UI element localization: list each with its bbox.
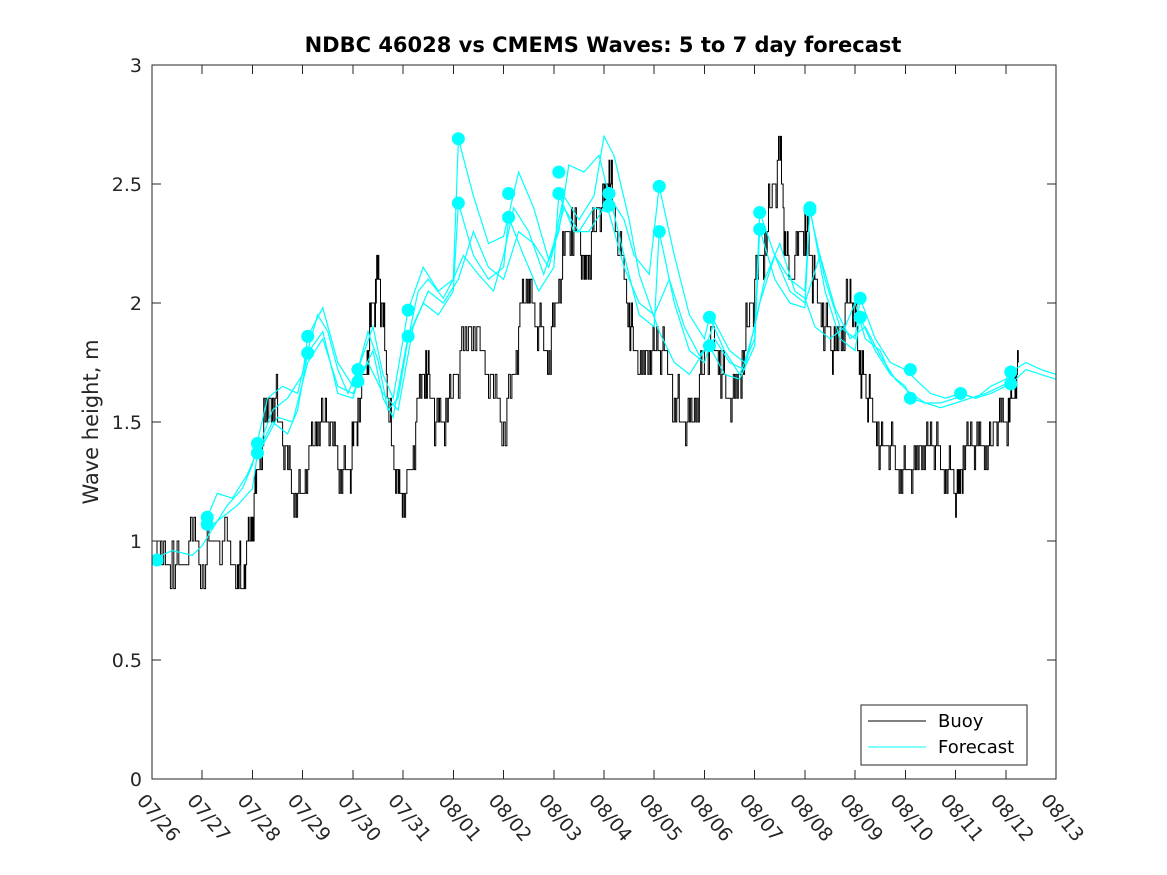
chart-title: NDBC 46028 vs CMEMS Waves: 5 to 7 day fo… (305, 33, 902, 57)
y-tick-label: 0.5 (112, 650, 142, 672)
forecast-marker (301, 346, 315, 360)
series-forecast-run-0 (152, 134, 891, 561)
forecast-marker (152, 553, 164, 567)
forecast-marker (903, 391, 917, 405)
forecast-marker (702, 310, 716, 324)
forecast-marker (250, 436, 264, 450)
forecast-marker (502, 210, 516, 224)
forecast-marker (602, 198, 616, 212)
forecast-marker (301, 329, 315, 343)
legend-label-forecast: Forecast (938, 737, 1014, 758)
series-forecast-run-3 (261, 206, 1017, 447)
forecast-marker (351, 375, 365, 389)
forecast-marker (903, 363, 917, 377)
forecast-marker (702, 339, 716, 353)
forecast-marker (451, 196, 465, 210)
forecast-marker (200, 517, 214, 531)
y-tick-label: 3 (130, 55, 142, 77)
forecast-marker (552, 165, 566, 179)
forecast-marker (401, 329, 415, 343)
forecast-marker (853, 310, 867, 324)
y-tick-label: 0 (130, 769, 142, 791)
y-axis-label: Wave height, m (79, 339, 103, 504)
series-buoy-line (152, 135, 1019, 590)
legend: Buoy Forecast (860, 704, 1028, 766)
legend-label-buoy: Buoy (938, 711, 984, 732)
forecast-marker (552, 187, 566, 201)
forecast-marker (401, 303, 415, 317)
forecast-marker (602, 187, 616, 201)
y-tick-label: 1.5 (112, 412, 142, 434)
forecast-marker (351, 363, 365, 377)
y-axis: 0 0.5 1 1.5 2 2.5 3 (112, 55, 1056, 791)
forecast-marker (803, 203, 817, 217)
y-tick-label: 2.5 (112, 174, 142, 196)
forecast-marker (652, 179, 666, 193)
forecast-marker (853, 291, 867, 305)
legend-box (860, 704, 1028, 766)
forecast-marker (954, 386, 968, 400)
y-tick-label: 1 (130, 531, 142, 553)
forecast-marker (451, 132, 465, 146)
forecast-marker (753, 206, 767, 220)
forecast-marker (502, 187, 516, 201)
forecast-marker (250, 446, 264, 460)
forecast-marker (753, 222, 767, 236)
series-layer (152, 132, 1056, 590)
forecast-marker (1004, 365, 1018, 379)
y-tick-label: 2 (130, 293, 142, 315)
forecast-marker (1004, 377, 1018, 391)
forecast-marker (652, 225, 666, 239)
